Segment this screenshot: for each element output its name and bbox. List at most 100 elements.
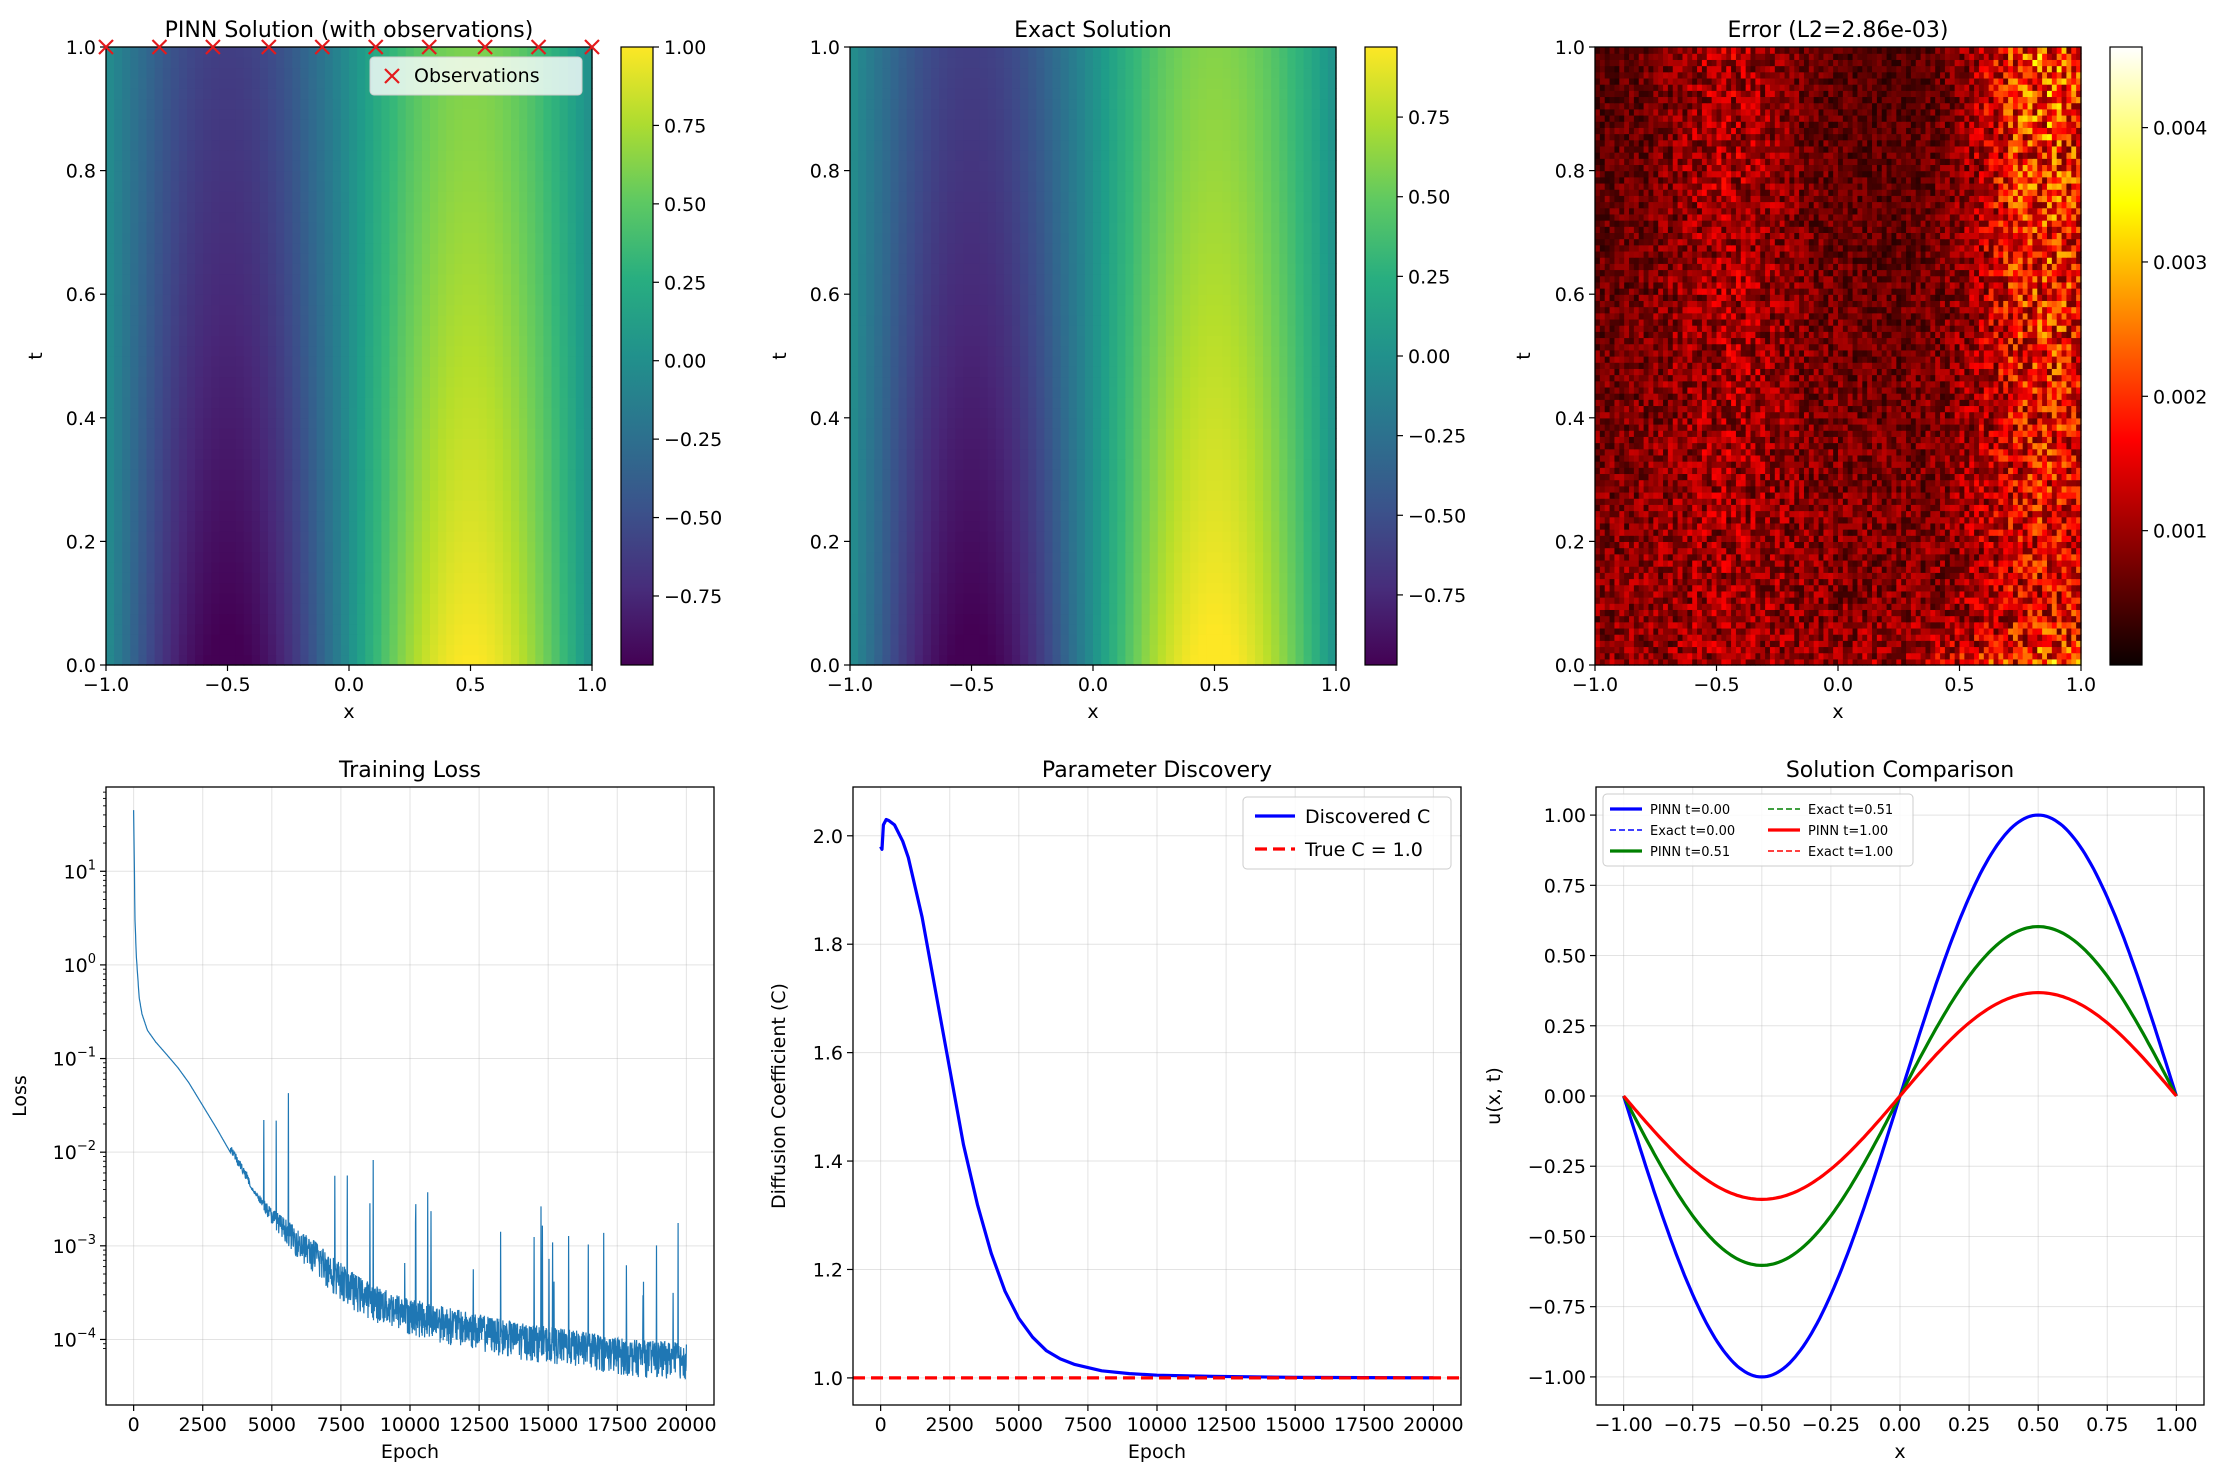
heatmap-cell [1052,603,1062,615]
heatmap-cell [211,510,220,522]
heatmap-cell [332,407,342,419]
heatmap-cell [995,448,1005,460]
heatmap-cell [146,150,156,161]
heatmap-cell [1012,510,1021,522]
heatmap-cell [316,180,326,192]
heatmap-cell [575,448,585,460]
heatmap-cell [486,294,496,306]
heatmap-cell [931,572,940,584]
heatmap-cell [1311,459,1321,470]
heatmap-cell [211,77,220,89]
heatmap-cell [324,211,334,223]
heatmap-cell [551,428,561,439]
heatmap-cell [438,345,447,357]
heatmap-cell [1157,448,1167,460]
heatmap-cell [511,562,520,573]
heatmap-cell [243,180,253,192]
heatmap-cell [268,253,277,264]
heatmap-cell [874,479,883,491]
heatmap-cell [243,500,253,512]
heatmap-cell [1263,438,1272,450]
heatmap-cell [1052,479,1062,491]
heatmap-cell [195,160,204,172]
heatmap-cell [494,397,504,409]
heatmap-cell [373,232,382,244]
heatmap-cell [365,500,374,512]
heatmap-cell [987,459,997,470]
heatmap-cell [284,211,293,223]
heatmap-cell [373,613,382,625]
heatmap-cell [146,520,156,532]
heatmap-cell [454,407,463,419]
heatmap-cell [438,592,447,604]
heatmap-cell [494,325,504,336]
heatmap-cell [178,253,188,264]
heatmap-cell [130,345,139,357]
heatmap-cell [251,335,261,347]
heatmap-cell [494,139,504,151]
heatmap-cell [1068,469,1078,481]
heatmap-cell [421,98,431,110]
heatmap-cell [219,386,229,398]
heatmap-cell [1230,623,1240,635]
heatmap-cell [575,520,585,532]
heatmap-cell [1028,603,1037,615]
heatmap-cell [268,232,277,244]
heatmap-cell [1068,551,1078,563]
heatmap-cell [1174,541,1183,553]
heatmap-cell [187,572,196,584]
heatmap-cell [1174,644,1183,656]
heatmap-cell [575,345,585,357]
heatmap-cell [146,582,156,594]
heatmap-cell [1036,489,1045,501]
heatmap-cell [276,623,285,635]
heatmap-cell [389,479,399,491]
heatmap-cell [195,356,204,367]
heatmap-cell [138,170,148,182]
heatmap-cell [405,417,415,429]
heatmap-cell [203,417,212,429]
colorbar-tick-label: −0.25 [664,429,722,451]
heatmap-cell [381,520,391,532]
heatmap-cell [906,541,916,553]
heatmap-cell [1174,613,1183,625]
heatmap-cell [259,428,269,439]
heatmap-cell [446,253,455,264]
heatmap-cell [340,77,350,89]
heatmap-cell [154,397,164,409]
heatmap-cell [1174,459,1183,470]
heatmap-cell [1230,448,1240,460]
heatmap-cell [365,644,374,656]
heatmap-cell [389,160,399,172]
colorbar [620,46,654,666]
heatmap-cell [939,428,948,439]
heatmap-cell [251,603,261,615]
heatmap-cell [211,623,220,635]
heatmap-cell [373,170,382,182]
heatmap-cell [154,479,164,491]
heatmap-cell [389,520,399,532]
heatmap-cell [1206,562,1216,573]
heatmap-cell [1246,562,1256,573]
heatmap-cell [340,304,350,316]
heatmap-cell [462,582,472,594]
heatmap-cell [340,108,350,120]
heatmap-cell [235,376,245,388]
heatmap-cell [138,150,148,161]
heatmap-cell [1012,551,1021,563]
heatmap-cell [478,98,488,110]
heatmap-cell [276,242,285,254]
heatmap-cell [211,119,220,130]
heatmap-cell [478,211,488,223]
heatmap-cell [130,531,139,542]
heatmap-cell [178,335,188,347]
heatmap-cell [251,541,261,553]
heatmap-cell [365,613,374,625]
heatmap-cell [203,139,212,151]
heatmap-cell [259,129,269,141]
heatmap-cell [1117,459,1126,470]
heatmap-cell [308,654,318,666]
heatmap-cell [243,582,253,594]
heatmap-cell [203,345,212,357]
heatmap-cell [486,304,496,316]
